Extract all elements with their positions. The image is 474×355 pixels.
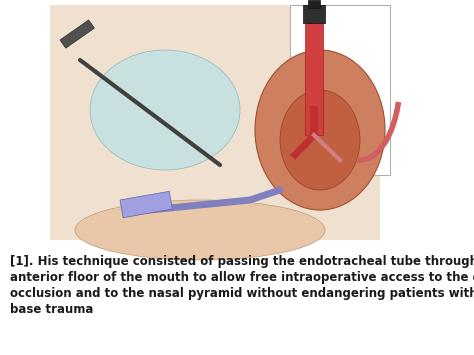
Ellipse shape: [90, 50, 240, 170]
Bar: [290, 5, 390, 175]
Text: occlusion and to the nasal pyramid without endangering patients with skull: occlusion and to the nasal pyramid witho…: [10, 287, 474, 300]
Bar: [120, 191, 173, 218]
Text: base trauma: base trauma: [10, 303, 93, 316]
Bar: [50, 5, 380, 240]
Text: [1]. His technique consisted of passing the endotracheal tube through the: [1]. His technique consisted of passing …: [10, 255, 474, 268]
Ellipse shape: [255, 50, 385, 210]
Bar: [303, 5, 325, 23]
Ellipse shape: [75, 200, 325, 260]
Bar: [308, 0, 320, 8]
Bar: [60, 20, 94, 48]
Text: anterior floor of the mouth to allow free intraoperative access to the dental: anterior floor of the mouth to allow fre…: [10, 271, 474, 284]
Bar: [305, 5, 323, 135]
Ellipse shape: [280, 90, 360, 190]
